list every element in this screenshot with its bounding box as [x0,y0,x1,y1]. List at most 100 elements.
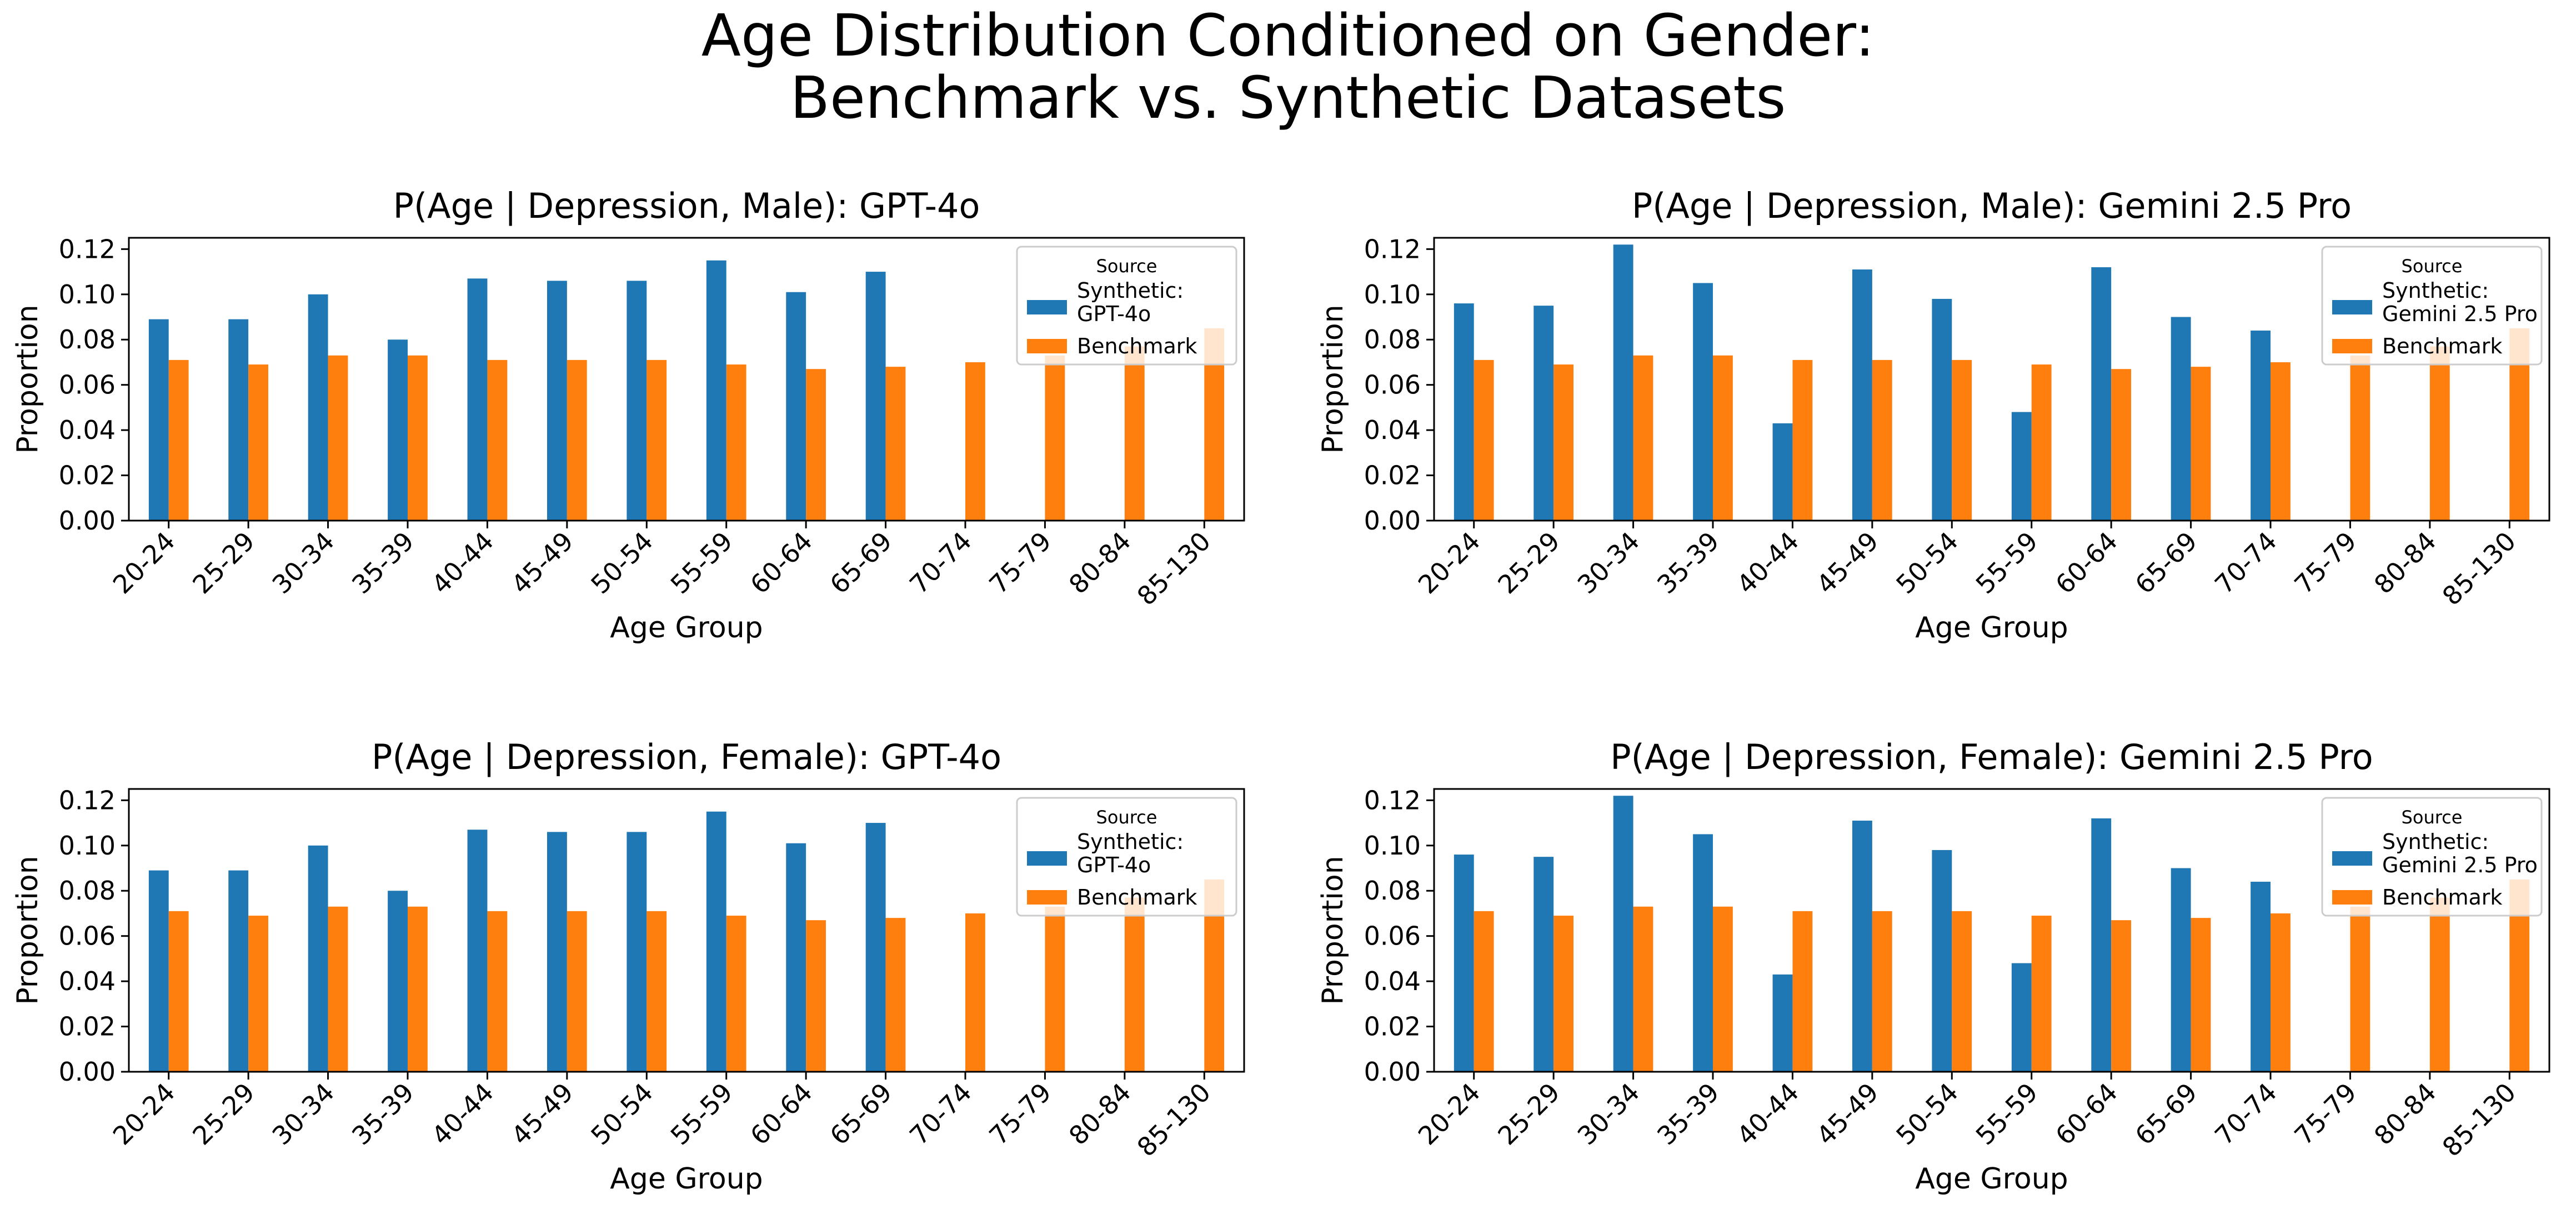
bar-benchmark [1792,911,1813,1072]
bar-synthetic [706,811,726,1072]
bar-benchmark [487,359,508,521]
x-tick-label: 50-54 [585,1077,659,1151]
x-tick-label: 55-59 [665,1077,739,1151]
bar-synthetic [627,832,647,1072]
x-tick-label: 60-64 [744,1077,818,1151]
legend-label-benchmark: Benchmark [2382,885,2502,910]
x-tick-label: 70-74 [904,526,978,600]
legend-swatch-synthetic [2332,851,2372,866]
y-tick-label: 0.12 [1364,234,1421,264]
bar-benchmark [2350,355,2370,521]
bar-benchmark [567,911,587,1072]
bar-synthetic [2091,267,2112,521]
y-tick-label: 0.04 [1364,415,1421,445]
x-tick-label: 70-74 [904,1077,978,1151]
bar-benchmark [1633,355,1653,521]
x-tick-label: 40-44 [1731,1077,1805,1151]
y-tick-label: 0.00 [1364,1057,1421,1087]
y-axis-label: Proportion [11,856,44,1005]
figure-title-line-1: Age Distribution Conditioned on Gender: [701,2,1875,69]
bar-benchmark [2191,918,2211,1072]
legend-box [1016,246,1237,366]
x-tick-label: 80-84 [2368,526,2442,600]
legend-swatch-synthetic [1027,300,1067,314]
x-tick-label: 45-49 [1811,526,1885,600]
x-tick-label: 20-24 [1412,1077,1486,1151]
x-tick-label: 20-24 [107,1077,181,1151]
subplot-4: P(Age | Depression, Female): Gemini 2.5 … [1316,737,2550,1196]
x-tick-label: 75-79 [984,1077,1058,1151]
y-tick-label: 0.12 [1364,785,1421,815]
bar-benchmark [1124,897,1145,1072]
bar-benchmark [248,916,268,1072]
legend-swatch-benchmark [2332,339,2372,353]
bar-benchmark [1952,911,1972,1072]
x-tick-label: 85-130 [1131,526,1216,611]
y-tick-label: 0.02 [1364,461,1421,491]
x-tick-label: 60-64 [744,526,818,600]
bar-benchmark [168,359,189,521]
bar-synthetic [1693,283,1713,521]
bar-benchmark [1792,359,1813,521]
legend-title: Source [1096,807,1157,828]
x-tick-label: 45-49 [505,526,579,600]
x-tick-label: 25-29 [1492,526,1566,600]
x-tick-label: 80-84 [1063,526,1137,600]
x-tick-label: 30-34 [1572,526,1646,600]
bar-synthetic [388,339,408,521]
bar-synthetic [1613,244,1633,521]
subplot-title: P(Age | Depression, Male): Gemini 2.5 Pr… [1632,186,2352,227]
bar-synthetic [547,281,567,521]
legend-box [2321,797,2543,917]
axes-frame [128,237,1245,522]
bar-benchmark [646,359,667,521]
bar-benchmark [646,911,667,1072]
bar-synthetic [2251,881,2271,1072]
x-tick-label: 60-64 [2049,1077,2123,1151]
y-tick-label: 0.12 [59,234,116,264]
legend-swatch-benchmark [1027,339,1067,353]
bar-benchmark [1553,916,1573,1072]
y-tick-label: 0.06 [1364,370,1421,400]
bar-synthetic [547,832,567,1072]
bar-synthetic [1772,423,1793,521]
x-tick-label: 85-130 [2437,1077,2522,1162]
y-tick-label: 0.02 [59,461,116,491]
bar-synthetic [865,823,886,1072]
bar-benchmark [965,362,985,521]
bar-synthetic [308,294,328,521]
legend-swatch-synthetic [1027,851,1067,866]
x-tick-label: 55-59 [1970,526,2044,600]
y-tick-label: 0.12 [59,785,116,815]
y-axis-label: Proportion [11,304,44,453]
axes-frame [128,788,1245,1073]
x-tick-label: 50-54 [1890,1077,1964,1151]
x-tick-label: 35-39 [1651,526,1725,600]
bar-benchmark [1713,906,1733,1072]
x-tick-label: 75-79 [2289,1077,2363,1151]
legend-box [2321,246,2543,366]
x-tick-label: 65-69 [824,1077,898,1151]
bar-benchmark [328,906,348,1072]
y-axis-label: Proportion [1316,304,1350,453]
x-tick-label: 70-74 [2209,1077,2283,1151]
legend-label-synthetic: Gemini 2.5 Pro [2382,302,2538,326]
y-tick-label: 0.10 [1364,831,1421,861]
x-tick-label: 30-34 [267,1077,340,1151]
legend-title: Source [2402,807,2463,828]
y-tick-label: 0.02 [1364,1012,1421,1042]
y-tick-label: 0.08 [1364,324,1421,354]
axes-frame [1433,237,2550,522]
bar-benchmark [1952,359,1972,521]
legend-box [1016,797,1237,917]
y-tick-label: 0.08 [1364,876,1421,906]
x-axis-label: Age Group [610,1162,763,1196]
bar-benchmark [885,367,906,521]
bar-synthetic [2171,868,2191,1072]
legend-title: Source [1096,256,1157,277]
y-tick-label: 0.04 [59,415,116,445]
bar-benchmark [1474,359,1494,521]
